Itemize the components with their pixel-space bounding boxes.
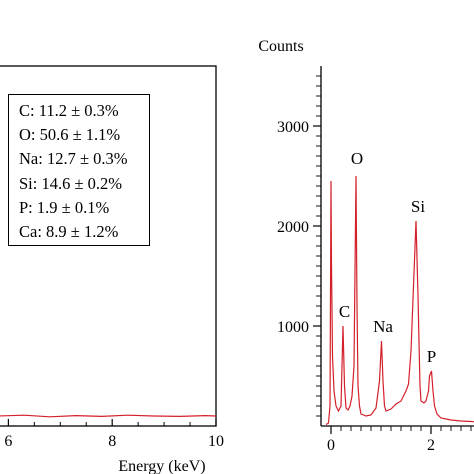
left-spectrum-line — [0, 414, 217, 418]
composition-line-p: P: 1.9 ± 0.1% — [19, 197, 110, 217]
composition-line-si: Si: 14.6 ± 0.2% — [19, 173, 123, 193]
composition-line-o: O: 50.6 ± 1.1% — [19, 125, 121, 145]
peak-label-p: P — [427, 347, 436, 366]
left-x-axis-label: Energy (keV) — [118, 458, 205, 474]
right-y-tick-label: 1000 — [277, 319, 309, 336]
peak-label-na: Na — [373, 317, 393, 336]
right-peak-labels: C O Na Si P — [339, 149, 436, 366]
composition-legend-box: C: 11.2 ± 0.3% O: 50.6 ± 1.1% Na: 12.7 ±… — [8, 94, 150, 246]
right-series-group — [325, 175, 474, 426]
left-series-group — [0, 414, 217, 418]
right-x-tick-label: 0 — [327, 437, 335, 454]
left-x-ticks: 6 8 10 — [4, 419, 224, 450]
peak-label-o: O — [351, 149, 363, 168]
right-spectrum-panel: Counts 1000 2000 3000 0 2 C O Na Si P — [258, 38, 474, 454]
left-x-tick-label: 10 — [208, 433, 224, 450]
right-axis-ticks: 1000 2000 3000 0 2 — [277, 75, 472, 454]
composition-line-c: C: 11.2 ± 0.3% — [19, 101, 119, 120]
left-plot-frame — [0, 65, 217, 427]
right-x-tick-label: 2 — [427, 437, 435, 454]
right-spectrum-line — [325, 175, 474, 426]
right-y-tick-label: 2000 — [277, 219, 309, 236]
composition-line-na: Na: 12.7 ± 0.3% — [19, 149, 128, 169]
left-x-tick-label: 6 — [4, 433, 12, 450]
right-y-tick-label: 3000 — [277, 119, 309, 136]
composition-line-ca: Ca: 8.9 ± 1.2% — [19, 222, 119, 242]
peak-label-si: Si — [411, 197, 425, 216]
right-y-axis-label: Counts — [258, 38, 303, 55]
left-x-tick-label: 8 — [108, 433, 116, 450]
peak-label-c: C — [339, 302, 350, 321]
left-spectrum-panel: 6 8 10 Energy (keV) — [0, 65, 224, 474]
